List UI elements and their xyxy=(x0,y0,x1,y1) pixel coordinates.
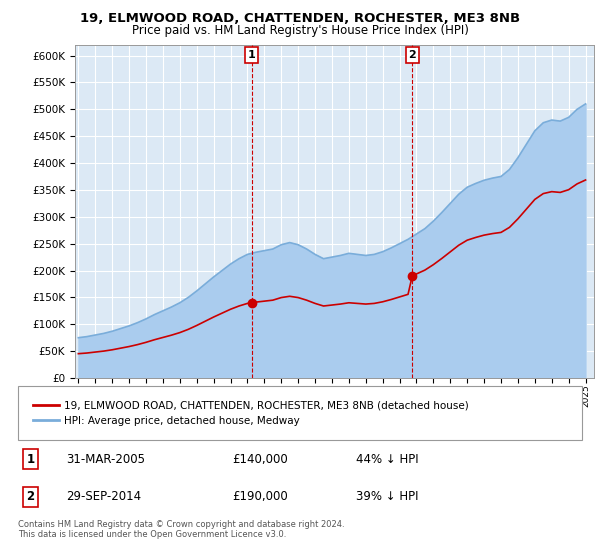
Text: Contains HM Land Registry data © Crown copyright and database right 2024.
This d: Contains HM Land Registry data © Crown c… xyxy=(18,520,344,539)
Text: £140,000: £140,000 xyxy=(232,452,288,465)
Text: 2: 2 xyxy=(409,50,416,60)
Text: 2: 2 xyxy=(26,491,34,503)
Text: 44% ↓ HPI: 44% ↓ HPI xyxy=(356,452,419,465)
Text: £190,000: £190,000 xyxy=(232,491,288,503)
Text: 1: 1 xyxy=(26,452,34,465)
Text: Price paid vs. HM Land Registry's House Price Index (HPI): Price paid vs. HM Land Registry's House … xyxy=(131,24,469,36)
Text: 29-SEP-2014: 29-SEP-2014 xyxy=(66,491,141,503)
Text: 39% ↓ HPI: 39% ↓ HPI xyxy=(356,491,419,503)
Text: 1: 1 xyxy=(248,50,256,60)
Text: 19, ELMWOOD ROAD, CHATTENDEN, ROCHESTER, ME3 8NB: 19, ELMWOOD ROAD, CHATTENDEN, ROCHESTER,… xyxy=(80,12,520,25)
Text: 31-MAR-2005: 31-MAR-2005 xyxy=(66,452,145,465)
Legend: 19, ELMWOOD ROAD, CHATTENDEN, ROCHESTER, ME3 8NB (detached house), HPI: Average : 19, ELMWOOD ROAD, CHATTENDEN, ROCHESTER,… xyxy=(29,396,473,430)
